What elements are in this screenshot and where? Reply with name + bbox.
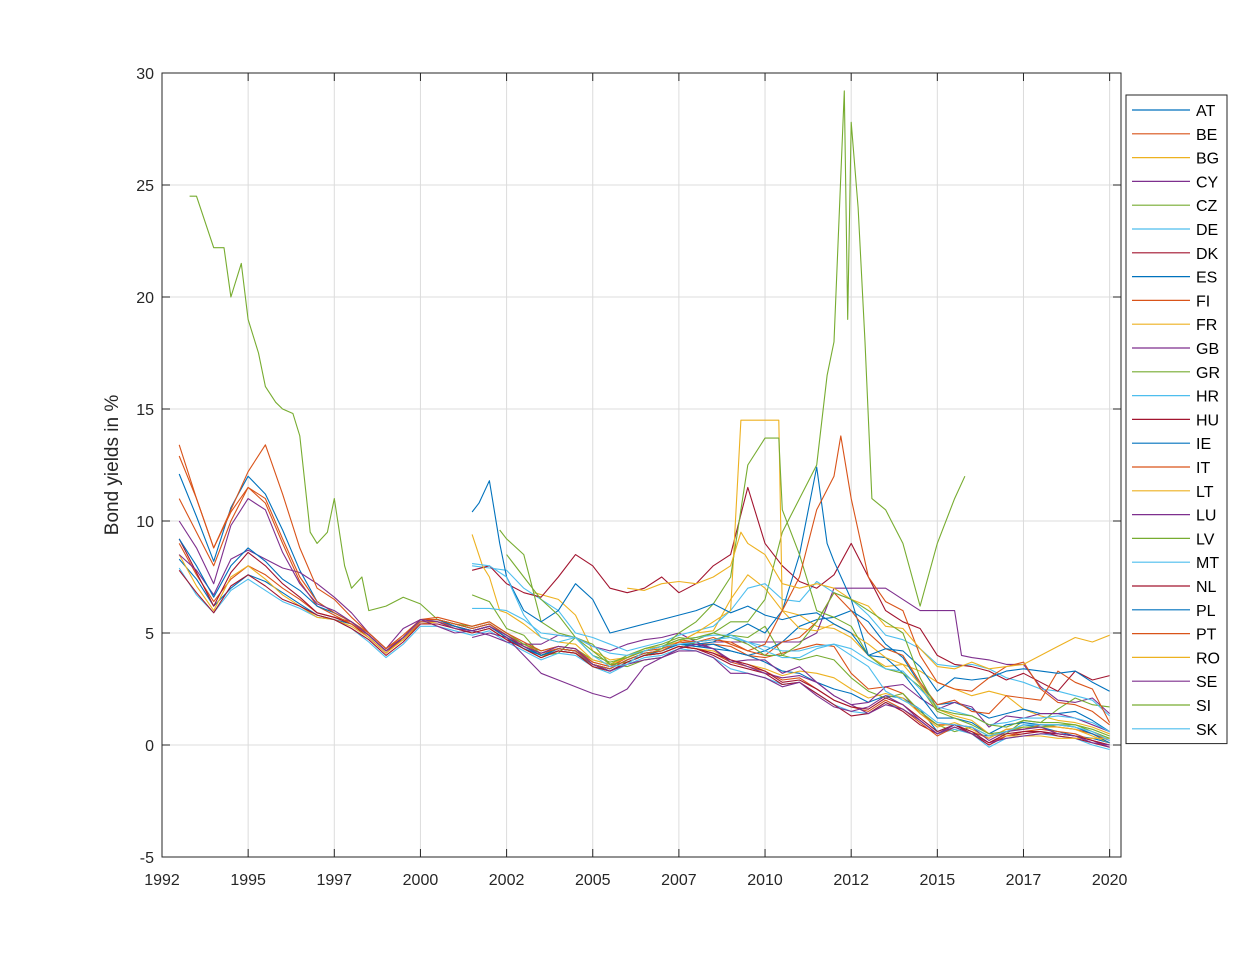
x-tick-label: 2017 [1006, 872, 1042, 889]
legend-label-lv: LV [1196, 531, 1215, 548]
y-tick-label: 25 [136, 178, 154, 195]
series-line-si [506, 554, 1110, 739]
legend-label-gr: GR [1196, 365, 1220, 382]
series-line-sk [472, 563, 1110, 741]
y-tick-label: 10 [136, 514, 154, 531]
plot-area-frame [161, 72, 1122, 858]
series-line-hu [471, 486, 1110, 692]
x-tick-label: 2015 [920, 872, 956, 889]
y-tick-label: -5 [140, 850, 154, 867]
legend-label-cy: CY [1196, 174, 1219, 191]
legend-label-ro: RO [1196, 650, 1220, 667]
legend-label-bg: BG [1196, 151, 1219, 168]
legend-label-be: BE [1196, 127, 1217, 144]
legend-label-pt: PT [1196, 627, 1217, 644]
x-tick-label: 2005 [575, 872, 611, 889]
legend-label-dk: DK [1196, 246, 1219, 263]
legend-label-sk: SK [1196, 722, 1218, 739]
legend-label-pl: PL [1196, 603, 1216, 620]
y-tick-label: 5 [145, 626, 154, 643]
legend-label-lt: LT [1196, 484, 1214, 501]
x-tick-label: 1995 [230, 872, 266, 889]
y-tick-label: 30 [136, 66, 154, 83]
y-tick-label: 15 [136, 402, 154, 419]
legend-label-it: IT [1196, 460, 1210, 477]
series-line-lu [471, 632, 1110, 748]
x-tick-label: 2002 [489, 872, 525, 889]
legend-label-de: DE [1196, 222, 1218, 239]
series-line-ro [627, 531, 1110, 670]
legend-label-nl: NL [1196, 579, 1217, 596]
x-tick-label: 1997 [316, 872, 352, 889]
legend-label-se: SE [1196, 674, 1217, 691]
series-line-hr [472, 565, 1110, 717]
legend-label-cz: CZ [1196, 198, 1218, 215]
x-tick-label: 2012 [833, 872, 869, 889]
legend-label-at: AT [1196, 103, 1215, 120]
legend: AT BE BG CY CZ DE DK ES FI FR GB GR HR HU IE IT LT LU LV MT… [1125, 94, 1228, 745]
legend-label-ie: IE [1196, 436, 1211, 453]
y-tick-label: 20 [136, 290, 154, 307]
series-line-pt [178, 435, 1110, 726]
x-tick-label: 1992 [144, 872, 180, 889]
series-line-gb [178, 549, 1110, 733]
legend-label-mt: MT [1196, 555, 1219, 572]
y-axis: -5 0 5 10 15 20 25 30 [136, 66, 1121, 867]
x-tick-label: 2010 [747, 872, 783, 889]
series-line-mt [472, 607, 1110, 733]
y-axis-label: Bond yields in % [102, 395, 123, 536]
series-line-pl [471, 480, 1110, 692]
plot-series [178, 90, 1111, 751]
x-axis: 1992 1995 1997 2000 2002 2005 2007 2010 2012 2015… [144, 73, 1128, 889]
legend-label-hu: HU [1196, 412, 1219, 429]
legend-label-lu: LU [1196, 508, 1216, 525]
legend-label-es: ES [1196, 270, 1217, 287]
y-tick-label: 0 [145, 738, 154, 755]
x-tick-label: 2007 [661, 872, 697, 889]
legend-label-si: SI [1196, 698, 1211, 715]
legend-label-fi: FI [1196, 293, 1210, 310]
legend-label-gb: GB [1196, 341, 1219, 358]
legend-label-fr: FR [1196, 317, 1217, 334]
legend-label-hr: HR [1196, 389, 1219, 406]
x-tick-label: 2000 [403, 872, 439, 889]
grid-lines [162, 73, 1121, 857]
x-tick-label: 2020 [1092, 872, 1128, 889]
